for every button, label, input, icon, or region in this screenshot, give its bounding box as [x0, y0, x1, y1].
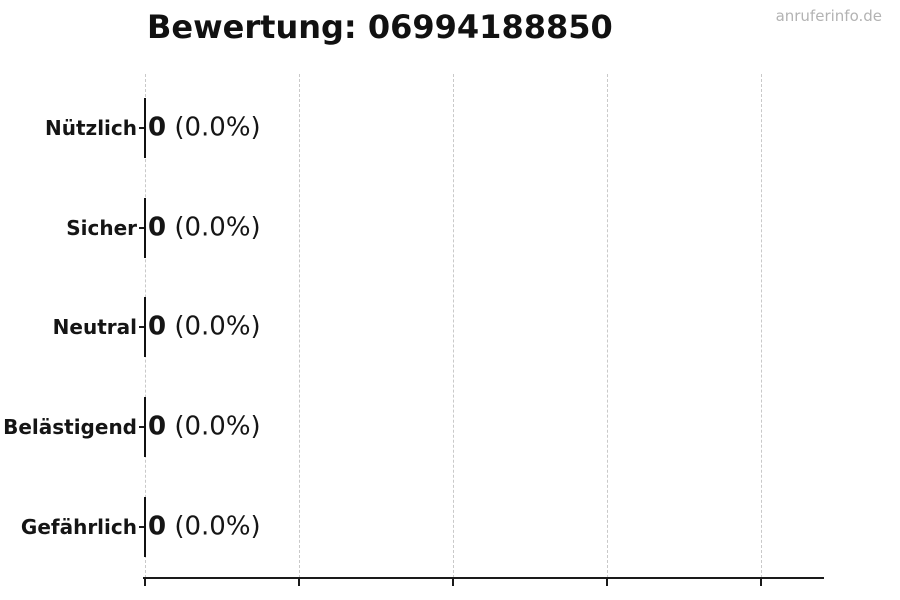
- value-label: 0 (0.0%): [148, 313, 261, 339]
- category-label: Sicher: [66, 216, 137, 240]
- x-axis-tick: [144, 579, 146, 586]
- watermark-text: anruferinfo.de: [775, 7, 882, 25]
- zero-width-bar: [144, 98, 146, 158]
- gridline: [607, 74, 608, 578]
- zero-width-bar: [144, 297, 146, 357]
- gridline: [299, 74, 300, 578]
- x-axis-tick: [760, 579, 762, 586]
- value-percent: (0.0%): [166, 411, 261, 442]
- x-axis-tick: [606, 579, 608, 586]
- category-label: Gefährlich: [20, 515, 137, 539]
- x-axis-tick: [298, 579, 300, 586]
- zero-width-bar: [144, 198, 146, 258]
- value-percent: (0.0%): [166, 212, 261, 243]
- value-label: 0 (0.0%): [148, 413, 261, 439]
- chart-title: Bewertung: 06994188850: [147, 8, 613, 46]
- value-count: 0: [148, 311, 167, 342]
- x-axis-tick: [452, 579, 454, 586]
- y-axis-tick: [139, 426, 145, 428]
- value-count: 0: [148, 411, 167, 442]
- y-axis-tick: [139, 227, 145, 229]
- value-percent: (0.0%): [166, 112, 261, 143]
- zero-width-bar: [144, 397, 146, 457]
- value-percent: (0.0%): [166, 511, 261, 542]
- value-label: 0 (0.0%): [148, 214, 261, 240]
- gridline: [453, 74, 454, 578]
- value-label: 0 (0.0%): [148, 114, 261, 140]
- category-label: Neutral: [52, 315, 137, 339]
- category-label: Belästigend: [3, 415, 137, 439]
- value-label: 0 (0.0%): [148, 513, 261, 539]
- value-count: 0: [148, 212, 167, 243]
- zero-width-bar: [144, 497, 146, 557]
- value-count: 0: [148, 112, 167, 143]
- x-axis-line: [143, 577, 824, 579]
- category-label: Nützlich: [45, 116, 137, 140]
- y-axis-tick: [139, 326, 145, 328]
- gridline: [761, 74, 762, 578]
- y-axis-tick: [139, 127, 145, 129]
- value-count: 0: [148, 511, 167, 542]
- value-percent: (0.0%): [166, 311, 261, 342]
- y-axis-tick: [139, 526, 145, 528]
